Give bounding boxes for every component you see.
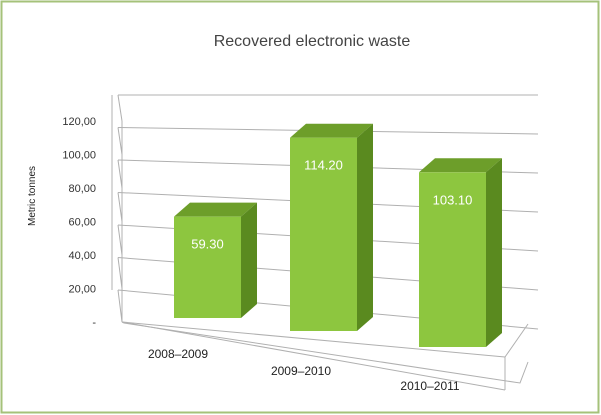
y-tick-label: 20,00 <box>68 284 96 296</box>
y-tick-label: 80,00 <box>68 183 96 195</box>
y-tick-label: 40,00 <box>68 250 96 262</box>
floor-right-edge <box>504 323 529 358</box>
floor-front-edge <box>121 321 506 358</box>
gridline-depth <box>117 192 123 222</box>
bar-front <box>290 137 357 331</box>
bar-side <box>241 202 257 318</box>
chart-title: Recovered electronic waste <box>214 33 411 50</box>
gridline-depth <box>117 94 123 122</box>
gridline-depth <box>117 289 123 323</box>
bar-top <box>174 202 257 217</box>
category-label: 2010–2011 <box>400 379 460 393</box>
y-tick-label: 120,00 <box>62 116 96 128</box>
gridline-depth <box>117 159 123 189</box>
bar-side <box>486 158 502 347</box>
y-axis-label: Metric tonnes <box>27 166 38 226</box>
bar-front <box>419 172 486 347</box>
bar-side <box>357 123 373 331</box>
y-tick-label: 60,00 <box>68 217 96 229</box>
data-label: 114.20 <box>304 158 343 173</box>
data-label: 103.10 <box>433 192 473 207</box>
data-label: 59.30 <box>191 237 224 252</box>
bar-top <box>290 123 373 138</box>
gridline-depth <box>117 257 123 289</box>
y-tick-label: - <box>92 317 96 329</box>
y-tick-labels: - 20,00 40,00 60,00 80,00 100,00 120,00 <box>62 116 96 329</box>
y-tick-label: 100,00 <box>62 150 96 162</box>
bars: 59.30 114.20 103.10 <box>174 123 502 347</box>
category-label: 2008–2009 <box>148 347 208 361</box>
bar-top <box>419 158 502 173</box>
gridline-depth <box>117 127 123 155</box>
category-labels: 2008–2009 2009–2010 2010–2011 <box>148 347 460 393</box>
bar-front <box>174 216 241 318</box>
gridline-depth <box>117 224 123 256</box>
floor-base-edge <box>121 321 506 391</box>
category-label: 2009–2010 <box>271 364 331 378</box>
